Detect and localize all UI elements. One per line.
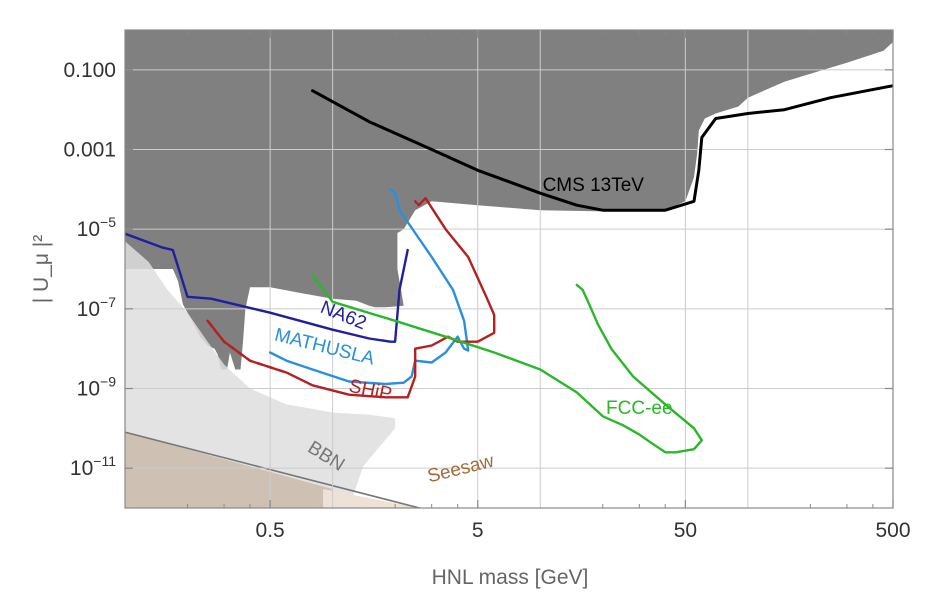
x-tick-label: 5 (472, 519, 484, 542)
series-ship-dashed (206, 320, 287, 374)
region-seesaw-region (323, 489, 541, 508)
y-tick-base: 10 (70, 457, 93, 480)
y-tick-base: 10 (77, 298, 100, 321)
region-excluded (125, 30, 893, 370)
y-tick-label: 0.001 (63, 139, 116, 162)
regions-layer (125, 30, 893, 508)
y-axis-title: | U_μ |² (30, 235, 53, 304)
y-tick-base: 0.001 (63, 139, 116, 162)
y-tick-base: 10 (77, 218, 100, 241)
y-tick-base: 10 (77, 378, 100, 401)
y-axis-title-group: | U_μ |² (30, 235, 53, 304)
series-cms-13tev (311, 84, 893, 212)
y-tick-label: 0.100 (63, 59, 116, 82)
series-mathusla (268, 188, 470, 386)
x-axis-title: HNL mass [GeV] (432, 566, 589, 589)
x-tick-label: 500 (875, 519, 910, 542)
series-fcc-ee (311, 274, 703, 454)
y-tick-exponent: −11 (93, 453, 116, 469)
bbn-boundary-line (125, 431, 423, 508)
series-layer (125, 84, 893, 454)
y-tick-label: 10−11 (70, 453, 116, 480)
grid-layer (125, 30, 893, 508)
y-tick-base: 0.100 (63, 59, 116, 82)
y-tick-label: 10−9 (77, 374, 117, 401)
annotation-fcc-ee: FCC-ee (606, 398, 673, 419)
region-light-gray (125, 241, 396, 508)
y-tick-exponent: −5 (100, 214, 116, 230)
series-na62 (125, 232, 409, 343)
y-tick-label: 10−5 (77, 214, 117, 241)
plot-frame (124, 29, 894, 509)
y-tick-exponent: −7 (100, 294, 116, 310)
x-tick-label: 50 (674, 519, 697, 542)
y-tick-label: 10−7 (77, 294, 117, 321)
y-tick-exponent: −9 (100, 374, 116, 390)
x-tick-label: 0.5 (256, 519, 285, 542)
region-bbn-region (125, 432, 333, 508)
annotation-cms-13tev: CMS 13TeV (543, 175, 645, 196)
series-ship (206, 196, 496, 399)
